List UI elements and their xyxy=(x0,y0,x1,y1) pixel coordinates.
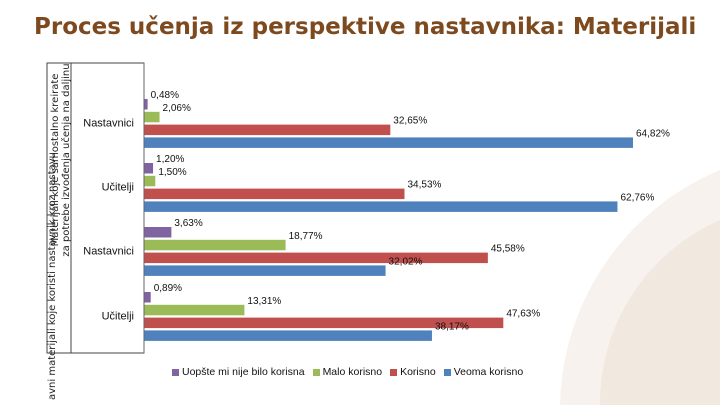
data-label: 0,48% xyxy=(151,90,179,101)
data-label: 3,63% xyxy=(174,218,202,229)
data-label: 32,65% xyxy=(393,116,427,127)
page-title: Proces učenja iz perspektive nastavnika:… xyxy=(34,14,697,40)
data-label: 13,31% xyxy=(247,296,281,307)
bar xyxy=(144,99,148,110)
legend-item: Korisno xyxy=(390,366,436,378)
y-group-label-2: Materijali koje samostalno kreirateza po… xyxy=(50,63,72,256)
bar xyxy=(144,252,488,264)
bar xyxy=(144,292,151,303)
bar xyxy=(144,265,386,276)
data-label: 64,82% xyxy=(636,128,670,139)
legend-label: Uopšte mi nije bilo korisna xyxy=(182,366,305,378)
legend-swatch xyxy=(312,368,320,376)
data-label: 18,77% xyxy=(289,231,323,242)
legend-swatch xyxy=(390,368,398,376)
bar xyxy=(144,111,160,123)
category-label: Nastavnici xyxy=(83,117,134,129)
bar xyxy=(144,188,405,200)
data-label: 34,53% xyxy=(407,180,441,191)
legend-label: Malo korisno xyxy=(322,366,383,378)
data-label: 32,02% xyxy=(389,256,423,267)
chart-legend: Uopšte mi nije bilo korisna Malo korisno K… xyxy=(172,366,523,378)
data-label: 0,89% xyxy=(154,283,182,294)
data-label: 2,06% xyxy=(163,103,191,114)
category-label: Učitelji xyxy=(102,181,134,193)
legend-swatch xyxy=(172,368,179,376)
data-label: 62,76% xyxy=(620,192,654,203)
bar xyxy=(144,163,154,174)
bar xyxy=(144,227,172,238)
legend-label: Veoma korisno xyxy=(453,366,524,378)
legend-item: Uopšte mi nije bilo korisna xyxy=(172,366,305,378)
bar xyxy=(144,304,245,316)
legend-item: Veoma korisno xyxy=(443,366,524,378)
legend-item: Malo korisno xyxy=(312,366,383,378)
bar xyxy=(144,137,633,148)
bar xyxy=(144,201,618,212)
legend-label: Korisno xyxy=(400,366,436,378)
bar xyxy=(144,330,432,341)
data-label: 47,63% xyxy=(506,309,540,320)
data-label: 45,58% xyxy=(491,244,525,255)
bar xyxy=(144,124,391,136)
y-group-label-1: avni materijali koje koristi nastavnik k… xyxy=(47,152,58,400)
category-label: Učitelji xyxy=(102,310,134,322)
bar xyxy=(144,175,156,187)
legend-swatch xyxy=(443,368,451,376)
data-label: 1,20% xyxy=(156,154,184,165)
data-label: 1,50% xyxy=(158,167,186,178)
data-label: 38,17% xyxy=(435,321,469,332)
category-label: Nastavnici xyxy=(83,245,134,257)
bar xyxy=(144,317,504,329)
bar xyxy=(144,239,286,251)
